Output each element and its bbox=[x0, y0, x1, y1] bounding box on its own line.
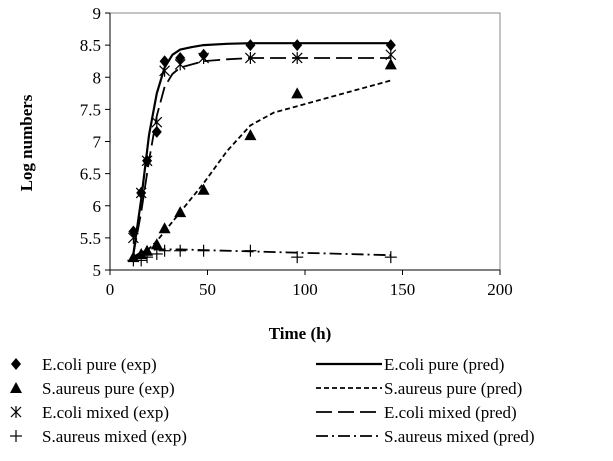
axes: 5 5.5 6 6.5 7 7.5 8 8.5 9 0 50 100 150 200 bbox=[80, 4, 513, 299]
experimental-markers bbox=[127, 39, 397, 267]
x-tick-label: 50 bbox=[199, 280, 216, 299]
data-point-series-2 bbox=[158, 222, 171, 234]
data-point-series-3 bbox=[159, 64, 171, 77]
legend-label: S.aureus pure (pred) bbox=[384, 379, 522, 398]
legend-label: E.coli pure (exp) bbox=[42, 355, 157, 374]
data-point-series-3 bbox=[151, 116, 163, 129]
data-point-series-1 bbox=[159, 55, 170, 68]
data-point-series-3 bbox=[385, 48, 397, 61]
data-point-series-2 bbox=[135, 247, 148, 259]
data-point-series-2 bbox=[244, 129, 257, 141]
legend-label: S.aureus pure (exp) bbox=[42, 379, 175, 398]
data-point-series-4 bbox=[197, 244, 210, 257]
data-point-series-3 bbox=[135, 186, 147, 199]
y-axis-title: Log numbers bbox=[17, 94, 36, 191]
data-point-series-1 bbox=[385, 39, 396, 52]
data-point-series-4 bbox=[158, 244, 171, 257]
legend-label: S.aureus mixed (pred) bbox=[384, 427, 535, 446]
series-line-1 bbox=[132, 42, 391, 255]
y-tick-label: 9 bbox=[93, 4, 102, 23]
y-tick-label: 5.5 bbox=[80, 229, 101, 248]
data-point-series-1 bbox=[175, 51, 186, 64]
y-tick-label: 6.5 bbox=[80, 165, 101, 184]
data-point-series-2 bbox=[291, 87, 304, 99]
legend: E.coli pure (exp) S.aureus pure (exp) E.co… bbox=[10, 355, 535, 446]
x-tick-label: 0 bbox=[106, 280, 115, 299]
data-point-series-2 bbox=[150, 238, 163, 250]
data-point-series-3 bbox=[174, 58, 186, 71]
data-point-series-3 bbox=[127, 231, 139, 244]
data-point-series-4 bbox=[384, 251, 397, 264]
legend-label: E.coli mixed (pred) bbox=[384, 403, 517, 422]
legend-marker-4 bbox=[10, 430, 22, 442]
legend-label: S.aureus mixed (exp) bbox=[42, 427, 187, 446]
data-point-series-3 bbox=[244, 51, 256, 64]
x-tick-label: 150 bbox=[390, 280, 416, 299]
legend-marker-3 bbox=[10, 406, 22, 418]
y-tick-label: 6 bbox=[93, 197, 102, 216]
x-tick-label: 100 bbox=[292, 280, 318, 299]
data-point-series-1 bbox=[245, 39, 256, 52]
data-point-series-4 bbox=[244, 244, 257, 257]
legend-marker-1 bbox=[11, 358, 21, 370]
legend-label: E.coli pure (pred) bbox=[384, 355, 504, 374]
data-point-series-4 bbox=[141, 251, 154, 264]
data-point-series-2 bbox=[174, 206, 187, 218]
x-tick-label: 200 bbox=[487, 280, 513, 299]
data-point-series-1 bbox=[128, 225, 139, 238]
data-point-series-1 bbox=[151, 125, 162, 138]
data-point-series-3 bbox=[141, 154, 153, 167]
data-point-series-2 bbox=[141, 244, 154, 256]
y-tick-label: 8 bbox=[93, 68, 102, 87]
data-point-series-4 bbox=[291, 251, 304, 264]
data-point-series-4 bbox=[174, 244, 187, 257]
prediction-lines bbox=[132, 42, 392, 258]
data-point-series-1 bbox=[292, 39, 303, 52]
series-line-4 bbox=[132, 248, 391, 258]
y-tick-label: 7 bbox=[93, 133, 102, 152]
data-point-series-2 bbox=[384, 58, 397, 70]
data-point-series-3 bbox=[198, 51, 210, 64]
x-axis-title: Time (h) bbox=[269, 324, 332, 343]
y-tick-label: 7.5 bbox=[80, 100, 101, 119]
series-line-3 bbox=[132, 57, 391, 255]
y-tick-label: 5 bbox=[93, 261, 102, 280]
data-point-series-4 bbox=[150, 247, 163, 260]
legend-label: E.coli mixed (exp) bbox=[42, 403, 169, 422]
y-tick-label: 8.5 bbox=[80, 36, 101, 55]
data-point-series-3 bbox=[291, 51, 303, 64]
data-point-series-4 bbox=[135, 254, 148, 267]
legend-marker-2 bbox=[10, 382, 22, 393]
data-point-series-2 bbox=[197, 183, 210, 195]
series-line-2 bbox=[133, 79, 392, 258]
axis-labels: Time (h) Log numbers bbox=[17, 94, 331, 343]
